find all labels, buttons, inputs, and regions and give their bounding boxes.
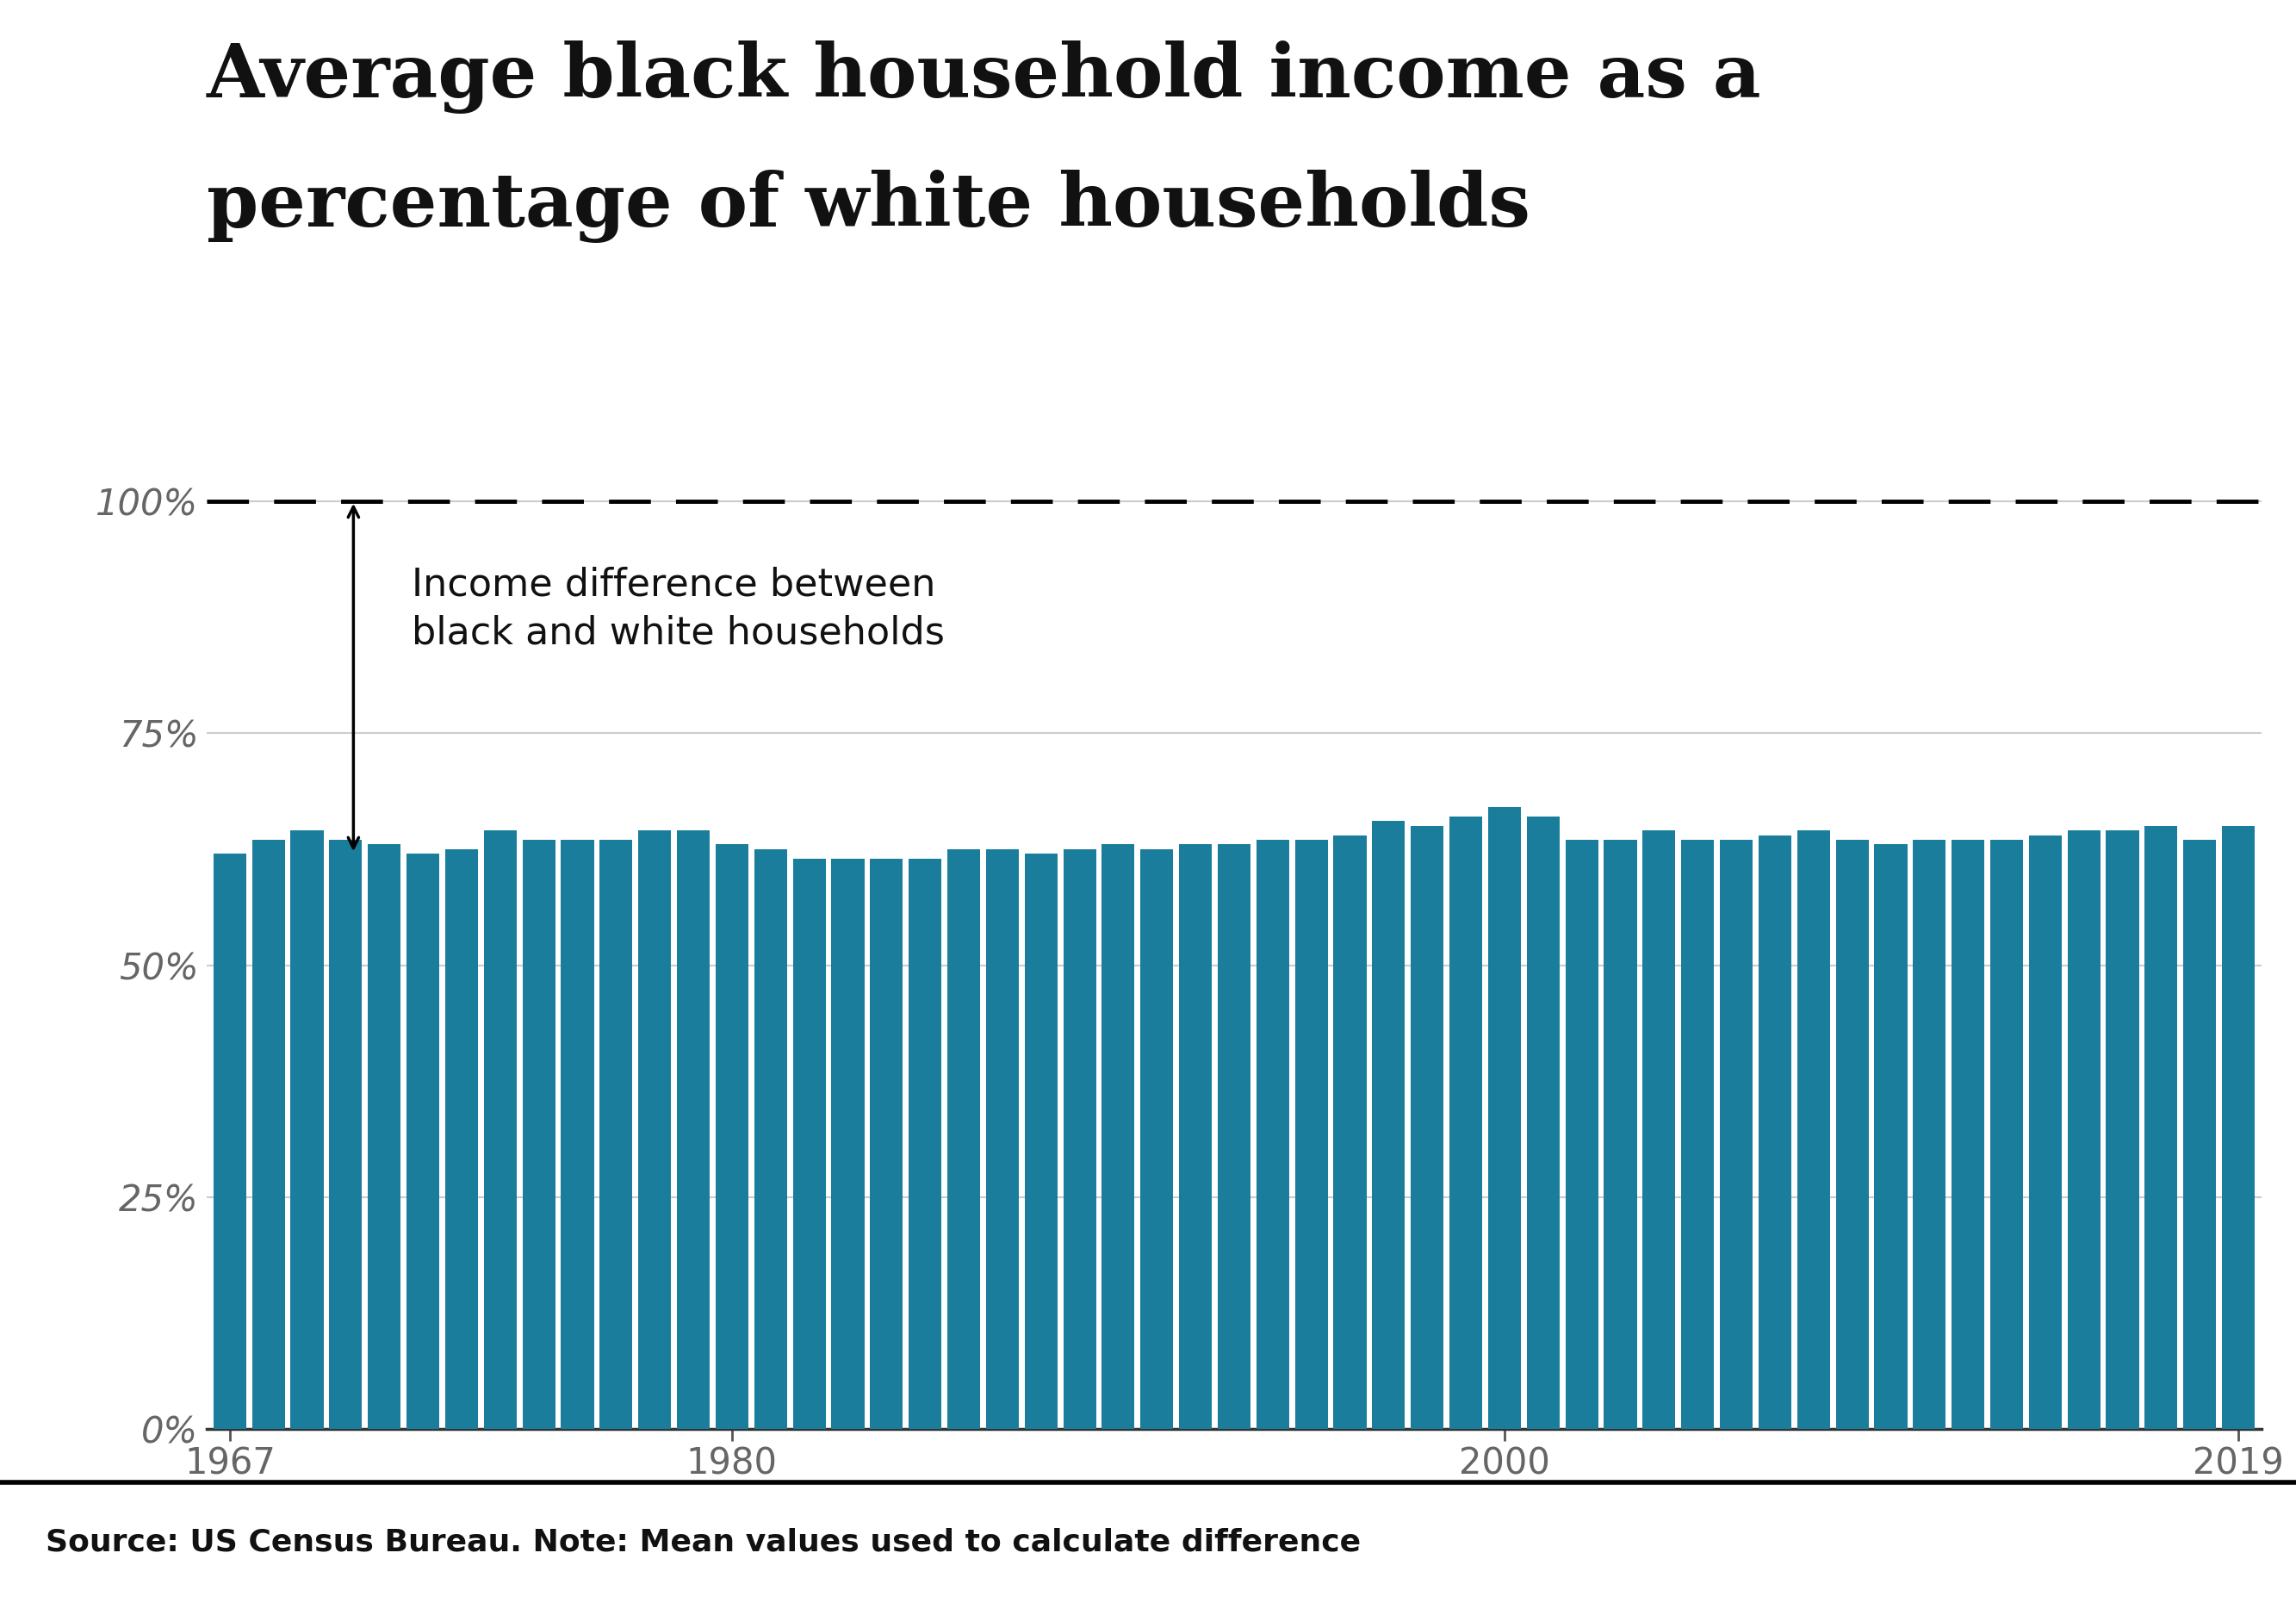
Bar	[985, 849, 1019, 1429]
Bar	[1681, 840, 1715, 1429]
Bar	[2105, 830, 2140, 1429]
Bar	[1720, 840, 1752, 1429]
Bar	[445, 849, 478, 1429]
Bar	[1449, 817, 1483, 1429]
Bar	[1141, 849, 1173, 1429]
Bar	[214, 854, 246, 1429]
Bar	[1913, 840, 1945, 1429]
Bar	[1527, 817, 1559, 1429]
Bar	[1256, 840, 1288, 1429]
Bar	[716, 845, 748, 1429]
Bar	[2183, 840, 2216, 1429]
Bar	[2144, 825, 2177, 1429]
Bar	[2223, 825, 2255, 1429]
Text: Average black household income as a: Average black household income as a	[207, 40, 1761, 113]
Bar	[1642, 830, 1676, 1429]
Bar	[367, 845, 402, 1429]
Bar	[1063, 849, 1095, 1429]
Bar	[599, 840, 631, 1429]
Bar	[1180, 845, 1212, 1429]
Text: B: B	[2099, 1531, 2126, 1568]
Bar	[1102, 845, 1134, 1429]
Bar	[1605, 840, 1637, 1429]
Bar	[292, 830, 324, 1429]
Bar	[1991, 840, 2023, 1429]
Bar	[1373, 822, 1405, 1429]
Text: Source: US Census Bureau. Note: Mean values used to calculate difference: Source: US Census Bureau. Note: Mean val…	[46, 1528, 1362, 1557]
Bar	[1798, 830, 1830, 1429]
Bar	[1837, 840, 1869, 1429]
Text: C: C	[2195, 1531, 2223, 1568]
Bar	[948, 849, 980, 1429]
Bar	[1024, 854, 1058, 1429]
Bar	[406, 854, 439, 1429]
Bar	[1566, 840, 1598, 1429]
Bar	[870, 859, 902, 1429]
Bar	[753, 849, 788, 1429]
Bar	[2030, 835, 2062, 1429]
Bar	[1334, 835, 1366, 1429]
Bar	[523, 840, 556, 1429]
Bar	[1217, 845, 1251, 1429]
Bar	[328, 840, 363, 1429]
Text: Income difference between
black and white households: Income difference between black and whit…	[411, 565, 944, 652]
Bar	[1488, 808, 1520, 1429]
Bar	[792, 859, 827, 1429]
Bar	[1952, 840, 1984, 1429]
Bar	[1295, 840, 1327, 1429]
Text: B: B	[2002, 1531, 2030, 1568]
Bar	[677, 830, 709, 1429]
Bar	[1410, 825, 1444, 1429]
Bar	[560, 840, 595, 1429]
Bar	[638, 830, 670, 1429]
Bar	[831, 859, 863, 1429]
Bar	[909, 859, 941, 1429]
Bar	[484, 830, 517, 1429]
Bar	[2066, 830, 2101, 1429]
Bar	[1759, 835, 1791, 1429]
Text: percentage of white households: percentage of white households	[207, 170, 1529, 242]
Bar	[1874, 845, 1908, 1429]
Bar	[253, 840, 285, 1429]
